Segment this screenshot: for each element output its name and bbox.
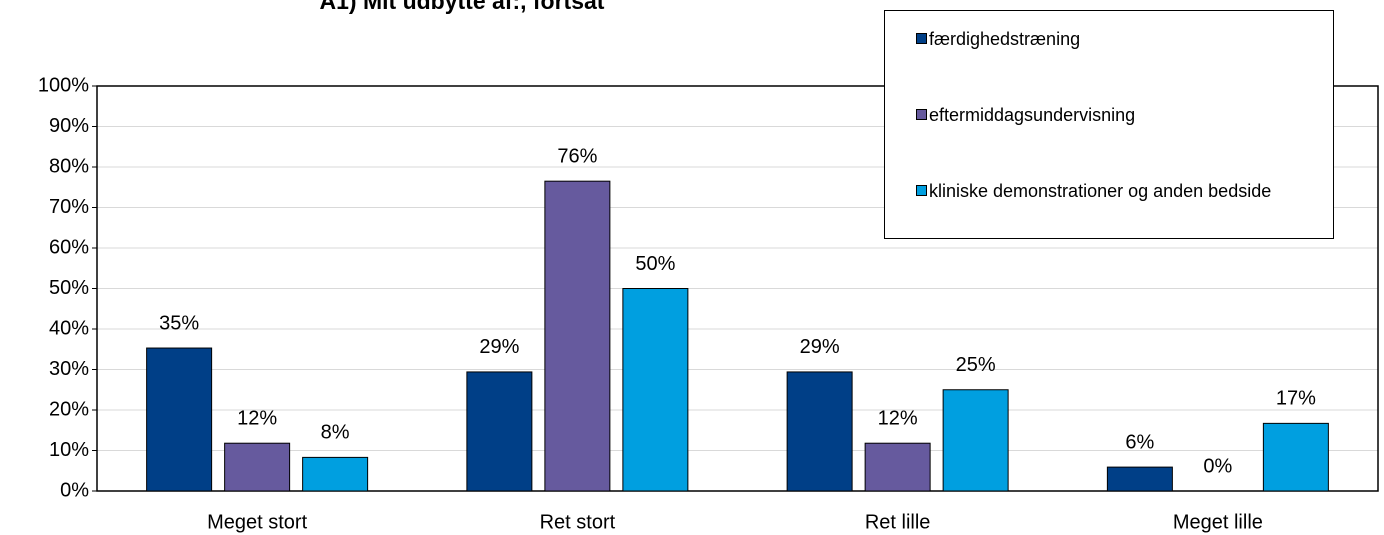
legend-entry: eftermiddagsundervisning [916, 104, 1309, 126]
bar [1106, 466, 1173, 492]
x-tick-label: Meget lille [1173, 511, 1263, 533]
y-tick-label: 40% [49, 317, 89, 339]
legend-entry: kliniske demonstrationer og anden bedsid… [916, 180, 1309, 202]
bar [1262, 422, 1329, 492]
legend-swatch [916, 185, 927, 196]
y-tick-label: 70% [49, 196, 89, 218]
value-label: 35% [159, 312, 199, 334]
value-label: 50% [635, 253, 675, 275]
y-tick-label: 50% [49, 277, 89, 299]
bar [864, 442, 931, 492]
value-label: 12% [878, 407, 918, 429]
value-label: 12% [237, 407, 277, 429]
value-label: 25% [956, 354, 996, 376]
bar [224, 442, 291, 492]
y-tick-label: 60% [49, 236, 89, 258]
y-tick-label: 80% [49, 155, 89, 177]
y-tick-label: 30% [49, 358, 89, 380]
bar [466, 371, 533, 492]
bar [544, 180, 611, 492]
value-label: 6% [1125, 431, 1154, 453]
bar [302, 456, 369, 492]
x-tick-label: Meget stort [207, 511, 307, 533]
value-label: 8% [321, 422, 350, 444]
chart-title: A1) Mit udbytte af:, fortsat [320, 0, 605, 14]
value-label: 17% [1276, 388, 1316, 410]
y-tick-label: 10% [49, 439, 89, 461]
legend-label: kliniske demonstrationer og anden bedsid… [929, 181, 1272, 201]
legend-swatch [916, 33, 927, 44]
bar [786, 371, 853, 492]
plot-frame [96, 85, 1379, 492]
value-label: 29% [800, 336, 840, 358]
y-tick-label: 90% [49, 115, 89, 137]
bar [146, 347, 213, 492]
value-label: 29% [479, 336, 519, 358]
bar [942, 389, 1009, 492]
legend: færdighedstræning eftermiddagsundervisnin… [884, 10, 1334, 239]
y-tick-label: 0% [60, 479, 89, 501]
x-tick-label: Ret lille [865, 511, 931, 533]
legend-label: færdighedstræning [929, 29, 1081, 49]
bar [622, 288, 689, 492]
legend-label: eftermiddagsundervisning [929, 105, 1136, 125]
legend-entry: færdighedstræning [916, 28, 1309, 50]
value-label: 76% [557, 145, 597, 167]
legend-swatch [916, 109, 927, 120]
value-label: 0% [1203, 455, 1232, 477]
y-tick-label: 20% [49, 398, 89, 420]
y-tick-label: 100% [38, 74, 89, 96]
x-tick-label: Ret stort [540, 511, 616, 533]
